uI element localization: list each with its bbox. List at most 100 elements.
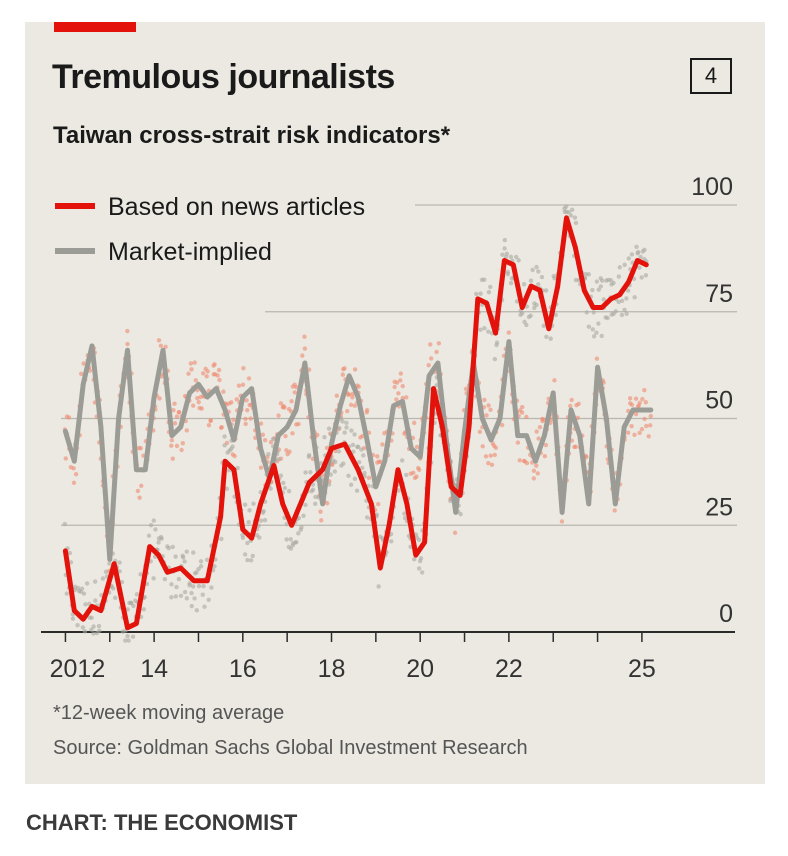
scatter-point: [448, 498, 453, 504]
scatter-point: [73, 471, 79, 477]
scatter-point: [89, 615, 94, 620]
scatter-point: [82, 629, 88, 634]
scatter-point: [189, 603, 194, 609]
scatter-point: [531, 468, 537, 473]
x-tick-label: 22: [495, 655, 523, 683]
scatter-point: [633, 411, 639, 417]
scatter-point: [534, 264, 539, 270]
scatter-point: [342, 366, 347, 371]
scatter-point: [138, 572, 143, 577]
x-tick-label: 20: [406, 655, 434, 683]
scatter-point: [506, 330, 512, 335]
scatter-point: [426, 362, 431, 368]
scatter-point: [310, 487, 316, 492]
scatter-point: [514, 299, 520, 304]
scatter-point: [251, 501, 256, 506]
scatter-point: [224, 486, 230, 491]
scatter-point: [492, 356, 498, 362]
scatter-point: [480, 444, 485, 449]
scatter-point: [96, 623, 102, 629]
y-tick-label: 0: [719, 600, 733, 628]
scatter-point: [266, 451, 271, 457]
scatter-point: [341, 461, 346, 466]
scatter-point: [434, 349, 439, 355]
scatter-point: [637, 265, 642, 270]
scatter-point: [221, 389, 226, 394]
scatter-point: [528, 278, 534, 283]
scatter-point: [566, 210, 572, 215]
scatter-point: [245, 557, 250, 563]
scatter-point: [209, 585, 214, 590]
scatter-point: [84, 581, 90, 586]
scatter-point: [633, 396, 639, 401]
scatter-point: [477, 429, 483, 434]
scatter-point: [322, 435, 327, 440]
scatter-point: [411, 470, 416, 475]
scatter-point: [296, 421, 301, 427]
scatter-point: [169, 443, 174, 448]
scatter-point: [404, 395, 409, 400]
scatter-point: [241, 366, 246, 371]
scatter-point: [141, 607, 147, 612]
scatter-point: [194, 570, 199, 575]
scatter-point: [342, 430, 347, 435]
scatter-point: [196, 566, 201, 572]
scatter-point: [599, 333, 604, 339]
scatter-point: [243, 416, 248, 422]
scatter-point: [270, 436, 276, 442]
scatter-point: [151, 576, 156, 581]
scatter-point: [568, 213, 574, 218]
scatter-point: [83, 602, 88, 607]
scatter-point: [244, 398, 249, 403]
scatter-point: [594, 356, 600, 361]
scatter-point: [380, 442, 385, 447]
scatter-point: [376, 584, 381, 589]
scatter-point: [360, 465, 365, 471]
footnote: *12-week moving average: [53, 702, 285, 724]
scatter-point: [312, 501, 318, 506]
scatter-point: [198, 564, 204, 569]
scatter-point: [198, 559, 204, 564]
scatter-point: [524, 460, 530, 466]
scatter-point: [402, 511, 407, 516]
scatter-point: [463, 386, 469, 392]
scatter-point: [258, 465, 264, 470]
scatter-point: [416, 467, 422, 473]
scatter-point: [126, 638, 131, 643]
scatter-point: [644, 423, 649, 429]
scatter-point: [417, 558, 423, 564]
scatter-point: [204, 557, 210, 563]
scatter-point: [196, 399, 201, 405]
scatter-point: [521, 281, 527, 287]
scatter-point: [598, 284, 603, 289]
x-tick-label: 2012: [50, 655, 106, 683]
scatter-point: [302, 346, 308, 351]
scatter-point: [534, 429, 539, 434]
scatter-point: [326, 426, 332, 431]
scatter-point: [191, 403, 196, 408]
scatter-point: [643, 273, 649, 278]
scatter-point: [505, 272, 511, 277]
scatter-point: [246, 520, 251, 525]
scatter-point: [486, 403, 491, 408]
scatter-point: [348, 402, 354, 408]
scatter-point: [351, 449, 356, 454]
legend-label: Market-implied: [108, 238, 272, 266]
scatter-point: [146, 533, 152, 538]
chart-credit: CHART: THE ECONOMIST: [26, 810, 298, 835]
scatter-point: [123, 638, 128, 643]
scatter-point: [125, 341, 130, 347]
scatter-point: [622, 262, 627, 268]
scatter-point: [568, 403, 573, 409]
scatter-point: [194, 608, 199, 613]
scatter-point: [192, 596, 197, 601]
scatter-point: [530, 267, 535, 273]
scatter-point: [113, 595, 118, 601]
scatter-point: [500, 252, 505, 257]
scatter-point: [635, 249, 641, 255]
scatter-point: [619, 312, 625, 318]
scatter-point: [394, 380, 400, 385]
scatter-point: [204, 374, 209, 379]
x-tick-label: 18: [318, 655, 346, 683]
scatter-point: [616, 274, 622, 279]
